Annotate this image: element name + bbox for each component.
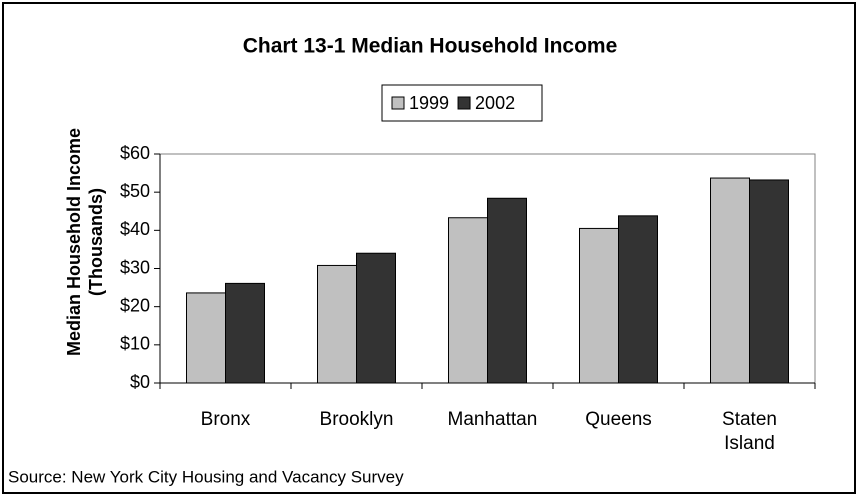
legend-label: 1999 (409, 93, 449, 113)
x-tick-label: Bronx (171, 408, 281, 432)
y-axis-label: (Thousands) (86, 188, 106, 296)
bar (448, 217, 488, 384)
y-tick-label: $60 (120, 143, 150, 163)
bar (618, 215, 658, 384)
bar (356, 252, 396, 384)
x-tick-text: Bronx (200, 409, 251, 430)
legend-swatch (457, 96, 471, 110)
bar (710, 177, 750, 384)
y-tick-label: $20 (120, 295, 150, 315)
x-tick-text: Manhattan (447, 409, 538, 430)
x-tick-text: Queens (585, 409, 652, 430)
y-tick-label: $50 (120, 181, 150, 201)
bar (317, 264, 357, 384)
x-tick-text: Brooklyn (319, 409, 394, 430)
x-tick-label: Manhattan (433, 408, 543, 432)
x-tick-label: Staten Island (695, 408, 805, 456)
bar (225, 282, 265, 384)
bar (186, 292, 226, 384)
bar (749, 179, 789, 384)
legend-label: 2002 (475, 93, 515, 113)
source-note: Source: New York City Housing and Vacanc… (8, 467, 404, 486)
bar (579, 227, 619, 384)
y-tick-label: $0 (130, 372, 150, 392)
y-tick-label: $30 (120, 257, 150, 277)
y-axis-label: Median Household Income (64, 128, 84, 356)
legend-swatch (391, 96, 405, 110)
x-tick-text: Staten Island (722, 409, 777, 454)
y-tick-label: $10 (120, 334, 150, 354)
x-tick-label: Queens (564, 408, 674, 432)
x-tick-label: Brooklyn (302, 408, 412, 432)
bar (487, 197, 527, 384)
chart-title: Chart 13-1 Median Household Income (243, 35, 618, 58)
y-tick-label: $40 (120, 219, 150, 239)
